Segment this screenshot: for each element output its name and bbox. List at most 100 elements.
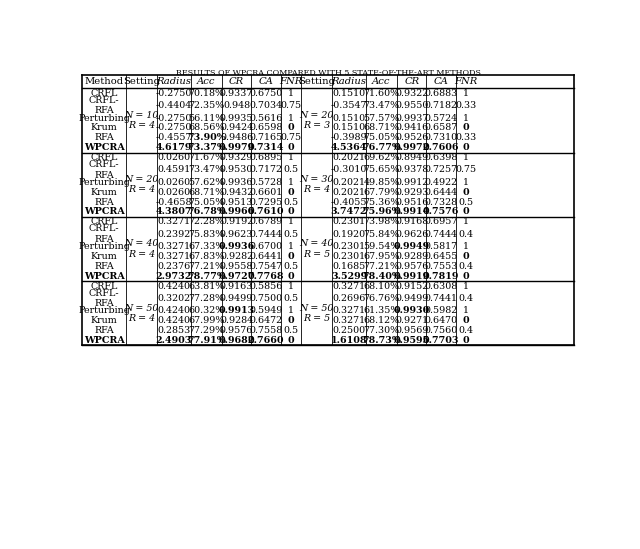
Text: 69.62%: 69.62% <box>364 153 399 162</box>
Text: 0.7576: 0.7576 <box>423 208 460 216</box>
Text: N = 40
R = 5: N = 40 R = 5 <box>299 239 333 259</box>
Text: 0.9682: 0.9682 <box>218 336 255 345</box>
Text: 0.33: 0.33 <box>455 133 477 142</box>
Text: 1: 1 <box>463 88 469 98</box>
Text: 0.9526: 0.9526 <box>395 133 428 142</box>
Text: 0.9378: 0.9378 <box>395 165 428 175</box>
Text: 60.32%: 60.32% <box>188 306 225 315</box>
Text: 0.9936: 0.9936 <box>218 242 255 251</box>
Text: 0.5: 0.5 <box>284 198 298 206</box>
Text: 76.78%: 76.78% <box>187 208 226 216</box>
Text: 75.84%: 75.84% <box>364 229 399 239</box>
Text: Krum: Krum <box>91 188 117 197</box>
Text: 73.37%: 73.37% <box>187 143 226 152</box>
Text: 0.7328: 0.7328 <box>424 198 458 206</box>
Text: 67.95%: 67.95% <box>364 252 399 261</box>
Text: 0.7314: 0.7314 <box>248 143 284 152</box>
Text: 68.10%: 68.10% <box>364 282 399 290</box>
Text: 0.2301: 0.2301 <box>332 242 365 251</box>
Text: 0.9966: 0.9966 <box>218 208 255 216</box>
Text: 0.9919: 0.9919 <box>394 272 430 281</box>
Text: 76.76%: 76.76% <box>364 294 399 303</box>
Text: 0.5817: 0.5817 <box>424 242 458 251</box>
Text: RESULTS OF WPCRA COMPARED WITH 5 STATE-OF-THE-ART METHODS: RESULTS OF WPCRA COMPARED WITH 5 STATE-O… <box>175 69 481 77</box>
Text: 0.9271: 0.9271 <box>395 316 428 325</box>
Text: 0.3271: 0.3271 <box>157 217 190 226</box>
Text: 0.9192: 0.9192 <box>220 217 253 226</box>
Text: 0.9289: 0.9289 <box>395 252 428 261</box>
Text: 77.30%: 77.30% <box>364 326 399 335</box>
Text: 0: 0 <box>463 188 469 197</box>
Text: 0.0260: 0.0260 <box>157 153 190 162</box>
Text: -0.2750: -0.2750 <box>156 114 192 122</box>
Text: 0.9152: 0.9152 <box>395 282 428 290</box>
Text: 0.9550: 0.9550 <box>395 101 428 110</box>
Text: 0: 0 <box>463 316 469 325</box>
Text: 0.6598: 0.6598 <box>250 124 283 132</box>
Text: 0.9727: 0.9727 <box>218 272 255 281</box>
Text: 0.3271: 0.3271 <box>332 306 365 315</box>
Text: 0.9972: 0.9972 <box>394 143 430 152</box>
Text: 0.0260: 0.0260 <box>157 178 190 187</box>
Text: 77.21%: 77.21% <box>188 262 225 271</box>
Text: 0.7768: 0.7768 <box>248 272 284 281</box>
Text: 67.83%: 67.83% <box>188 252 225 261</box>
Text: WPCRA: WPCRA <box>84 208 124 216</box>
Text: WPCRA: WPCRA <box>84 272 124 281</box>
Text: 0.9499: 0.9499 <box>395 294 428 303</box>
Text: 1: 1 <box>288 178 294 187</box>
Text: 3.5299: 3.5299 <box>331 272 367 281</box>
Text: 61.35%: 61.35% <box>364 306 399 315</box>
Text: 1: 1 <box>463 282 469 290</box>
Text: 0.9416: 0.9416 <box>395 124 428 132</box>
Text: RFA: RFA <box>94 133 114 142</box>
Text: 0.6895: 0.6895 <box>250 153 283 162</box>
Text: 0.8949: 0.8949 <box>395 153 428 162</box>
Text: 0.9284: 0.9284 <box>220 316 253 325</box>
Text: 0.7310: 0.7310 <box>424 133 458 142</box>
Text: 0.6601: 0.6601 <box>250 188 283 197</box>
Text: Acc: Acc <box>197 77 216 86</box>
Text: 77.21%: 77.21% <box>364 262 399 271</box>
Text: 0.3271: 0.3271 <box>332 282 365 290</box>
Text: 1: 1 <box>463 217 469 226</box>
Text: N = 50
R = 4: N = 50 R = 4 <box>124 304 159 323</box>
Text: 0.5616: 0.5616 <box>250 114 283 122</box>
Text: N = 10
R = 4: N = 10 R = 4 <box>124 111 159 130</box>
Text: RFA: RFA <box>94 262 114 271</box>
Text: 0.5724: 0.5724 <box>424 114 458 122</box>
Text: 0.9595: 0.9595 <box>394 336 429 345</box>
Text: 0.9914: 0.9914 <box>394 208 430 216</box>
Text: 0.6472: 0.6472 <box>250 316 283 325</box>
Text: 1: 1 <box>288 88 294 98</box>
Text: 0.7165: 0.7165 <box>250 133 283 142</box>
Text: RFA: RFA <box>94 198 114 206</box>
Text: 0.9530: 0.9530 <box>220 165 253 175</box>
Text: -0.3989: -0.3989 <box>331 133 367 142</box>
Text: CR: CR <box>229 77 244 86</box>
Text: N = 30
R = 4: N = 30 R = 4 <box>299 175 333 194</box>
Text: 0.2392: 0.2392 <box>157 229 191 239</box>
Text: 0.6957: 0.6957 <box>424 217 458 226</box>
Text: 77.28%: 77.28% <box>188 294 225 303</box>
Text: 0.5: 0.5 <box>458 198 474 206</box>
Text: 1: 1 <box>288 242 294 251</box>
Text: 0.4240: 0.4240 <box>157 316 190 325</box>
Text: 56.11%: 56.11% <box>188 114 225 122</box>
Text: 0: 0 <box>463 336 469 345</box>
Text: 71.67%: 71.67% <box>188 153 225 162</box>
Text: 75.05%: 75.05% <box>364 133 399 142</box>
Text: 0.6883: 0.6883 <box>424 88 458 98</box>
Text: 1: 1 <box>463 114 469 122</box>
Text: 0: 0 <box>463 252 469 261</box>
Text: Krum: Krum <box>91 316 117 325</box>
Text: 0.7660: 0.7660 <box>248 336 284 345</box>
Text: 75.83%: 75.83% <box>188 229 225 239</box>
Text: Perturbing: Perturbing <box>78 114 130 122</box>
Text: 1: 1 <box>463 178 469 187</box>
Text: -0.3547: -0.3547 <box>331 101 367 110</box>
Text: 0.7606: 0.7606 <box>423 143 460 152</box>
Text: Krum: Krum <box>91 124 117 132</box>
Text: CRFL: CRFL <box>90 282 118 290</box>
Text: Krum: Krum <box>91 252 117 261</box>
